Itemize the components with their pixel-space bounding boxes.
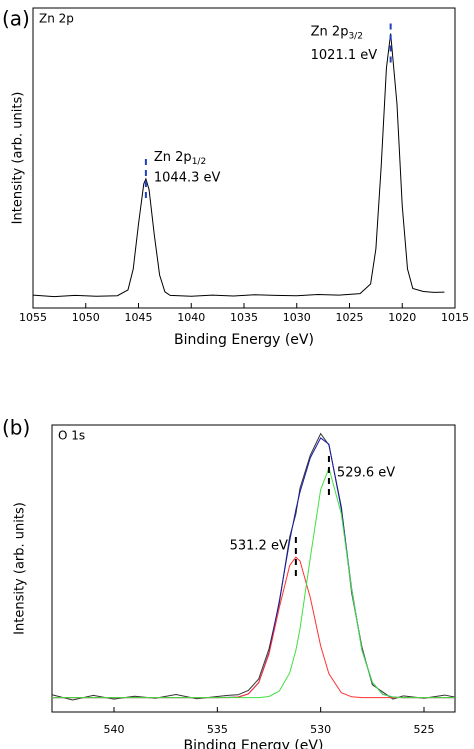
panel-label: (a)	[2, 7, 30, 31]
x-tick-label: 525	[414, 723, 435, 736]
y-axis-label: Intensity (arb. units)	[13, 502, 28, 635]
annotation-value: 531.2 eV	[230, 539, 288, 554]
panel-title: O 1s	[58, 429, 85, 443]
panel-title: Zn 2p	[39, 12, 74, 26]
annotation-name-sub: 3/2	[348, 31, 362, 41]
annotation-value: 1044.3 eV	[154, 171, 221, 186]
x-tick-label: 1015	[441, 311, 469, 324]
annotation-name: Zn 2p1/2	[154, 150, 206, 167]
series-line	[32, 33, 445, 298]
annotation-name-main: Zn 2p	[311, 24, 349, 39]
panel: (b) O 1s Binding Energy (eV) Intensity (arb…	[2, 416, 456, 749]
x-tick-label: 1050	[72, 311, 100, 324]
annotation-name-sub: 1/2	[192, 157, 206, 167]
y-axis-label: Intensity (arb. units)	[11, 92, 26, 225]
x-axis-label: Binding Energy (eV)	[174, 332, 314, 348]
series-line	[51, 432, 456, 701]
x-tick-label: 1035	[230, 311, 258, 324]
plot-frame	[51, 424, 456, 713]
series-line	[52, 466, 455, 699]
annotation-value: 529.6 eV	[337, 466, 395, 481]
x-tick-label: 530	[310, 723, 331, 736]
x-tick-label: 1020	[388, 311, 416, 324]
panel-label: (b)	[2, 416, 30, 440]
x-tick-label: 1055	[19, 311, 47, 324]
x-tick-label: 1040	[177, 311, 205, 324]
x-axis-label: Binding Energy (eV)	[184, 738, 324, 749]
x-tick-label: 535	[207, 723, 228, 736]
annotation-name: Zn 2p3/2	[311, 24, 363, 41]
panel: (a) Zn 2p Binding Energy (eV) Intensity (ar…	[2, 7, 469, 349]
x-tick-label: 1025	[336, 311, 364, 324]
annotation-value: 1021.1 eV	[311, 48, 378, 63]
x-tick-label: 1030	[283, 311, 311, 324]
annotation-name-main: Zn 2p	[154, 150, 192, 165]
x-tick-label: 540	[104, 723, 125, 736]
x-tick-label: 1045	[125, 311, 153, 324]
plot-frame	[32, 7, 456, 309]
series-line	[52, 556, 455, 699]
